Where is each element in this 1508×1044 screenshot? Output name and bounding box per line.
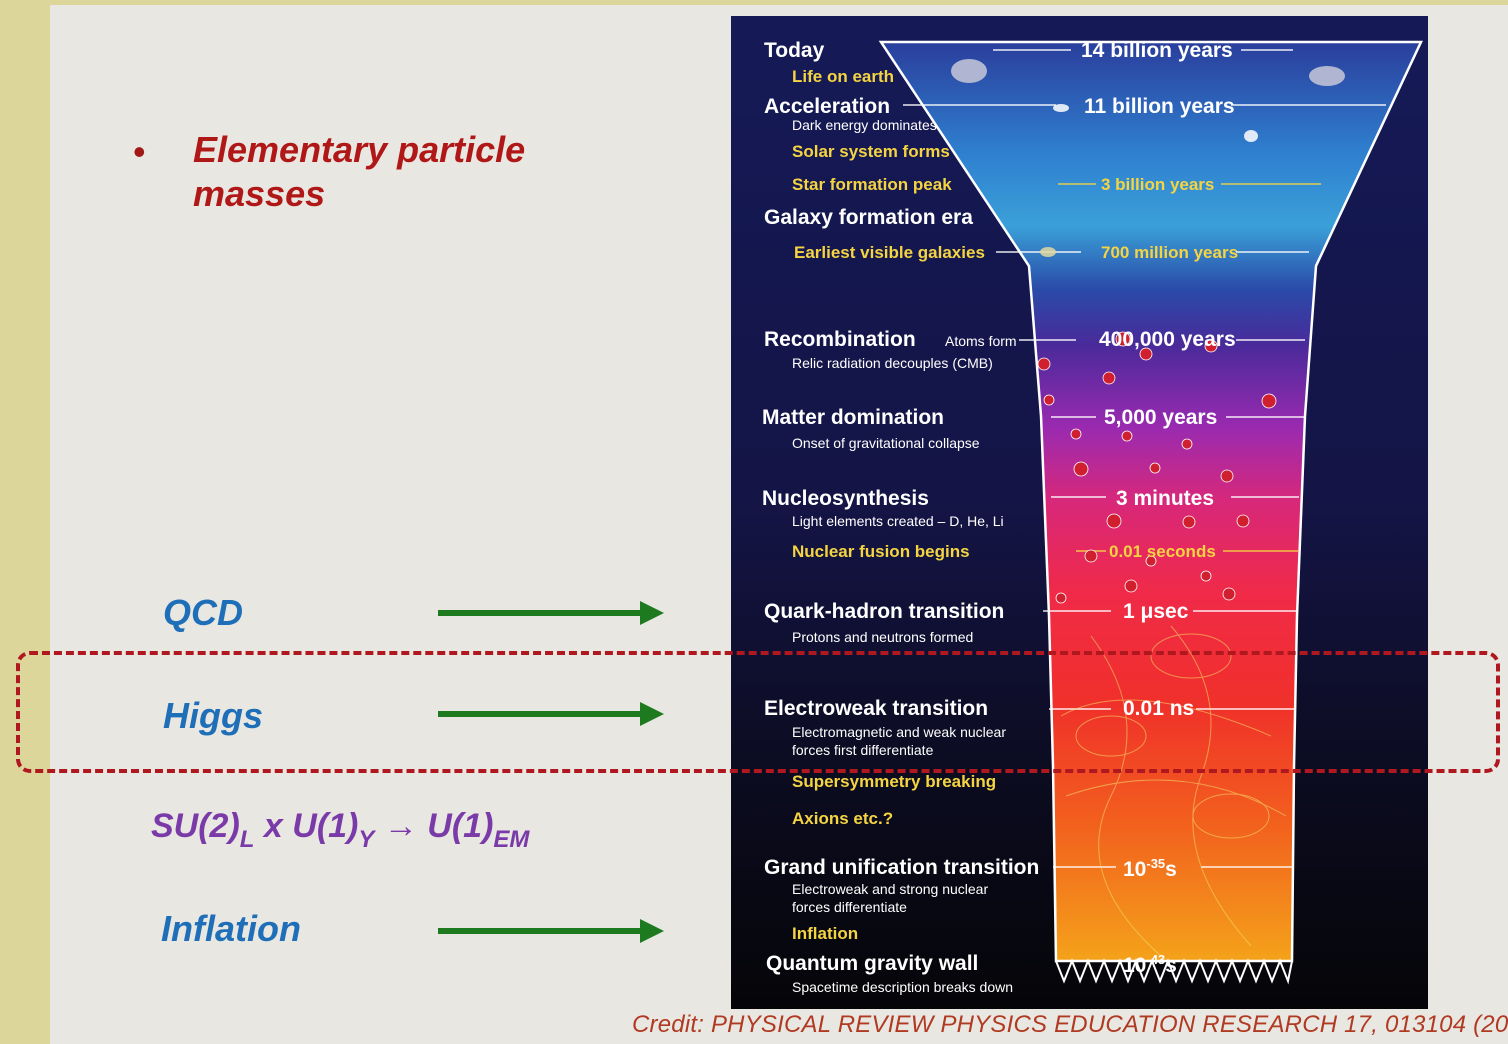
time-001-ns: 0.01 ns [1123,697,1195,720]
left-accent-bar [0,0,50,1044]
event-protons-neutrons: Protons and neutrons formed [792,629,974,645]
event-gut-desc-2: forces differentiate [792,899,907,915]
label-higgs: Higgs [163,695,264,736]
event-star-formation: Star formation peak [792,175,952,194]
universe-history-diagram: Today Life on earth Acceleration Dark en… [731,16,1428,1009]
event-life-on-earth: Life on earth [792,67,895,86]
time-3-billion: 3 billion years [1101,175,1215,194]
bullet-text: Elementary particle masses [193,129,526,214]
event-matter-domination: Matter domination [762,406,944,429]
timeline-lines [903,49,1386,868]
time-10-43-unit: s [1165,954,1177,977]
event-recombination: Recombination [764,328,916,351]
time-5000: 5,000 years [1104,406,1218,429]
event-gravitational-collapse: Onset of gravitational collapse [792,435,980,451]
event-spacetime: Spacetime description breaks down [792,979,1014,995]
credit-text: Credit: PHYSICAL REVIEW PHYSICS EDUCATIO… [632,1011,1508,1038]
time-11-billion: 11 billion years [1084,95,1235,118]
symmetry-sub1: L [239,826,255,853]
top-accent-bar [0,0,1508,5]
time-001-seconds: 0.01 seconds [1109,542,1216,561]
event-quark-hadron: Quark-hadron transition [764,600,1005,623]
time-400000: 400,000 years [1099,328,1236,351]
event-solar-system: Solar system forms [792,142,950,161]
diagram-background [731,16,1428,1009]
time-10-35-exp: -35 [1146,856,1166,871]
event-today: Today [764,39,825,62]
time-10-35-s: 10-35s [1123,857,1177,880]
event-electroweak: Electroweak transition [764,697,989,720]
event-nucleosynthesis: Nucleosynthesis [762,487,929,510]
event-gut-desc-1: Electroweak and strong nuclear [792,881,989,897]
event-light-elements: Light elements created – D, He, Li [792,513,1004,529]
bullet-marker: • [133,131,146,172]
event-inflation: Inflation [792,924,859,943]
time-3-minutes: 3 minutes [1116,487,1215,510]
event-grand-unification: Grand unification transition [764,856,1040,879]
time-10-43-exp: -43 [1146,952,1166,967]
event-dark-energy: Dark energy dominates [792,117,937,133]
event-earliest-galaxies: Earliest visible galaxies [794,243,985,262]
galaxies [951,59,1345,257]
event-em-weak-1: Electromagnetic and weak nuclear [792,724,1007,740]
symmetry-part2: x U(1) [254,807,359,845]
symmetry-sub2: Y [358,826,375,853]
event-acceleration: Acceleration [764,95,891,118]
particles [1037,331,1277,604]
event-nuclear-fusion: Nuclear fusion begins [792,542,970,561]
event-relic-radiation: Relic radiation decouples (CMB) [792,355,993,371]
event-atoms-form: Atoms form [945,333,1017,349]
time-10-43-s: 10-43s [1123,953,1177,976]
event-axions: Axions etc.? [792,809,894,828]
label-qcd: QCD [163,592,243,633]
symmetry-arrow: → U(1) [374,807,494,845]
event-em-weak-2: forces first differentiate [792,742,934,758]
event-supersymmetry: Supersymmetry breaking [792,772,997,791]
time-10-35-base: 10 [1123,858,1147,881]
time-10-43-base: 10 [1123,954,1147,977]
time-1-usec: 1 μsec [1123,600,1189,623]
label-inflation: Inflation [161,908,301,949]
higgs-highlight-box [16,651,1500,773]
time-700-million: 700 million years [1101,243,1239,262]
arrow-higgs [438,702,664,726]
event-galaxy-formation: Galaxy formation era [764,206,973,229]
time-14-billion: 14 billion years [1081,39,1233,62]
event-quantum-gravity: Quantum gravity wall [766,952,979,975]
symmetry-part1: SU(2) [151,807,240,845]
arrow-qcd [438,601,664,625]
quantum-gravity-wall [1055,958,1293,985]
time-10-35-unit: s [1165,858,1177,881]
symmetry-sub3: EM [493,826,530,853]
arrow-inflation [438,919,664,943]
label-symmetry-breaking: SU(2)L x U(1)Y → U(1)EM [151,807,529,854]
